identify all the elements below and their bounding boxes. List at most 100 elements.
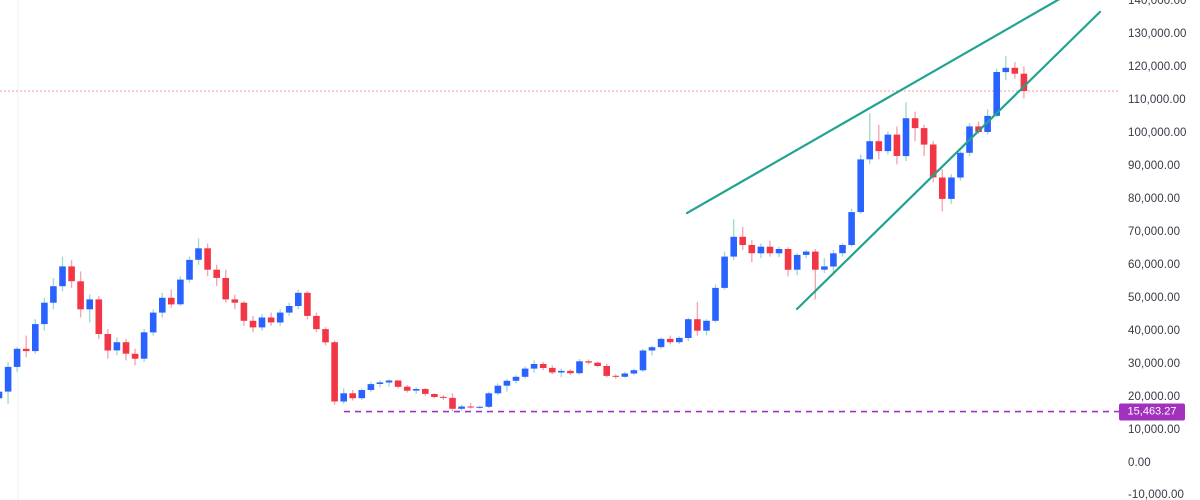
candle-down [739,226,746,250]
candle-body [113,342,121,351]
candle-body [449,397,456,409]
candle-body [730,236,737,257]
candle-body [149,312,157,333]
candle-down [394,380,402,389]
price-axis-tick: 50,000.00 [1128,291,1181,304]
candle-up [703,319,710,336]
candle-body [757,246,765,254]
candle-down [231,294,239,310]
price-axis-tick: 40,000.00 [1128,324,1181,337]
price-axis-tick: 10,000.00 [1128,423,1181,436]
candle-down [204,243,211,277]
candle-body [603,366,610,376]
candle-body [567,370,574,374]
candle-down [784,247,792,277]
candle-up [576,359,583,375]
candle-body [539,364,547,368]
candle-body [331,342,338,402]
candle-body [857,159,864,213]
candle-body [639,350,647,371]
candle-up [376,380,384,388]
candle-down [122,338,130,361]
candle-up [621,371,629,378]
price-axis[interactable]: 140,000.00 130,000.00 120,000.00 110,000.00… [1116,0,1200,500]
candle-up [866,113,873,165]
candle-down [95,296,103,339]
candle-body [68,266,75,282]
candle-up [285,302,293,316]
candle-up [630,368,638,376]
price-axis-tick: 90,000.00 [1128,159,1181,172]
candle-up [821,258,828,273]
candle-up [558,368,565,378]
candle-up [757,243,765,259]
candle-down [22,335,30,358]
candle-body [86,299,93,310]
candle-body [512,376,520,381]
candle-body [821,266,828,270]
candle-up [140,329,148,362]
candle-body [1020,73,1028,91]
candle-body [140,332,148,359]
candle-body [104,334,112,351]
candle-body [848,212,855,245]
candle-up [358,388,366,400]
candle-down [213,264,220,287]
lower-channel-line[interactable] [795,10,1102,311]
candle-up [494,383,502,395]
candle-up [159,292,166,318]
candle-body [0,391,3,399]
candle-body [594,362,601,366]
candle-down [911,111,919,142]
candle-up [177,276,184,306]
candle-up [712,284,719,323]
candle-body [195,248,202,260]
candle-body [948,177,955,199]
candle-down [240,301,248,326]
candle-body [902,118,910,157]
candle-body [358,390,366,399]
candle-down [313,312,320,333]
candle-body [32,324,39,352]
candle-down [939,169,946,212]
candle-body [503,380,511,386]
candle-down [104,329,112,359]
upper-channel-line[interactable] [685,0,1070,215]
candle-down [1011,62,1019,79]
candle-body [1002,67,1010,73]
candle-body [376,382,384,384]
candle-down [304,291,311,320]
price-axis-tick: 100,000.00 [1128,127,1187,139]
candle-body [22,348,30,352]
candle-body [957,152,964,178]
candle-down [267,312,275,326]
candle-up [295,289,302,310]
candle-body [412,389,420,391]
candle-body [748,245,756,254]
candle-up [839,243,846,257]
candle-body [95,299,103,334]
candle-down [403,385,411,393]
candle-up [32,319,39,354]
candle-body [13,348,21,367]
candle-down [666,335,674,345]
price-axis-tick: 0.00 [1128,456,1151,469]
price-axis-tick: 110,000.00 [1128,94,1186,107]
price-level-badge[interactable]: 15,463.27 [1119,403,1185,421]
candle-up [848,208,855,247]
candle-body [485,393,493,407]
candle-body [1011,67,1019,74]
candle-up [113,337,121,356]
candle-body [793,254,801,270]
candle-body [712,287,719,321]
candle-down [612,374,620,379]
candle-body [367,384,375,390]
price-axis-tick: 80,000.00 [1128,192,1181,205]
price-axis-tick: 20,000.00 [1128,390,1181,403]
candle-body [458,406,465,409]
candle-down [431,393,438,399]
candle-body [920,128,928,145]
candle-body [313,315,320,330]
candle-down [603,363,610,378]
